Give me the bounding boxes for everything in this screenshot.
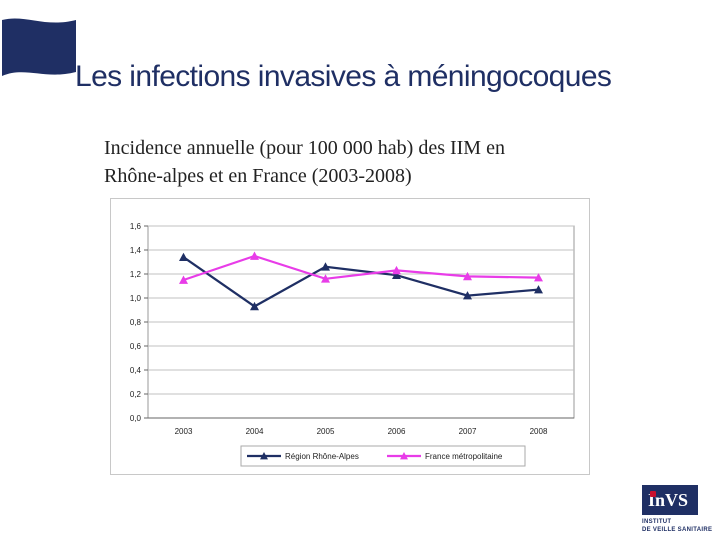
x-tick-label: 2007 [459,427,477,436]
subtitle-line-1: Incidence annuelle (pour 100 000 hab) de… [104,137,505,159]
data-point [392,270,401,280]
line-chart: 0,0 0,2 0,4 0,6 0,8 1,0 1,2 1,4 1,6 2003 2004 2005 2… [130,222,575,467]
red-square-icon [650,491,656,497]
data-point [321,274,330,283]
invs-logo: InVS INSTITUT DE VEILLE SANITAIRE [640,483,716,540]
legend-label: Région Rhône-Alpes [285,452,359,461]
page-title: Les infections invasives à méningocoques [75,60,612,93]
series-line-2 [183,254,539,282]
data-point [534,273,543,282]
invs-logo-text: InVS [648,490,689,510]
x-tick-label: 2003 [175,427,193,436]
legend [240,445,526,467]
legend-marker [400,452,408,460]
y-tick-label: 0,2 [130,390,142,399]
invs-logo-line1: INSTITUT [642,519,672,525]
data-point [250,251,259,260]
x-tick-label: 2006 [388,427,406,436]
invs-logo-mark: InVS [642,485,698,515]
data-point [250,301,259,311]
series-line-1 [182,256,539,308]
data-point [392,265,401,275]
chart-container: 0,0 0,2 0,4 0,6 0,8 1,0 1,2 1,4 1,6 2003 2004 2005 2… [110,198,590,475]
x-tick-label: 2004 [246,427,264,436]
chart-description: Incidence annuelle (pour 100 000 hab) de… [104,134,624,190]
data-point [534,285,543,294]
flag-logo-icon [2,18,76,76]
y-tick-label: 0,4 [130,366,142,375]
legend-label: France métropolitaine [425,452,503,461]
y-tick-label: 1,4 [130,246,142,255]
data-point [463,291,472,300]
x-tick-label: 2005 [317,427,335,436]
invs-logo-line2: DE VEILLE SANITAIRE [642,527,713,533]
x-tick-label: 2008 [530,427,548,436]
y-tick-label: 0,8 [130,318,142,327]
data-point [179,252,188,262]
data-point [463,271,472,281]
y-tick-label: 1,6 [130,222,142,231]
subtitle-line-2: Rhône-alpes et en France (2003-2008) [104,165,412,187]
data-point [321,262,330,271]
data-point [179,275,188,284]
y-tick-label: 0,6 [130,342,142,351]
y-tick-label: 1,0 [130,294,142,303]
y-tick-label: 1,2 [130,270,142,279]
y-tick-label: 0,0 [130,414,142,423]
legend-marker [260,452,268,460]
